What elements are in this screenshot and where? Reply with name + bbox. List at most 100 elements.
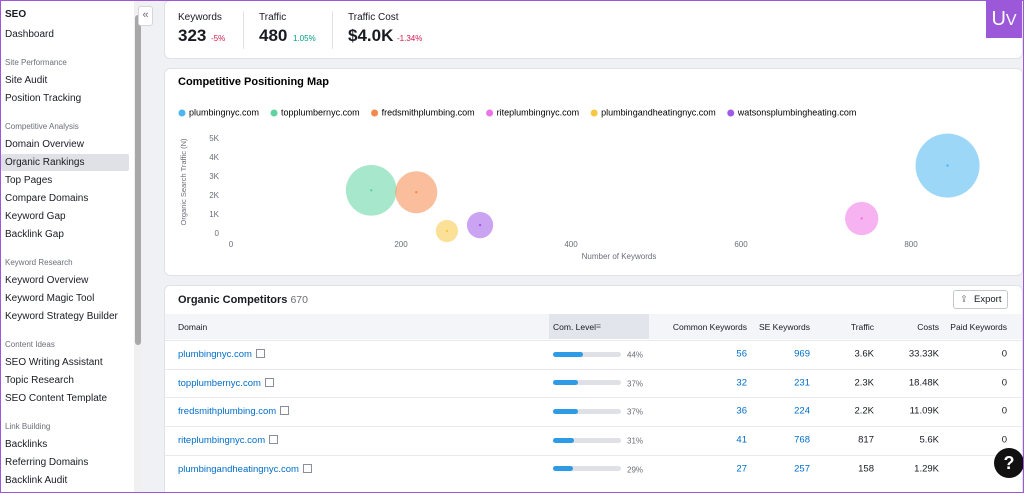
row-divider [165,397,1022,399]
nav-item[interactable]: Backlink Gap [5,229,64,240]
metric-label: Traffic Cost [348,12,399,23]
bubble-center [946,164,949,167]
x-tick-label: 0 [229,240,234,249]
bubble-center [370,189,373,192]
domain-link[interactable]: plumbingandheatingnyc.com [178,463,312,475]
collapse-button[interactable]: « [138,6,153,26]
column-header[interactable]: SE Keywords [758,322,810,332]
nav-item[interactable]: Backlinks [5,439,48,450]
nav-item[interactable]: Referring Domains [5,457,89,468]
external-icon [264,377,274,387]
nav-item[interactable]: SEO Content Template [5,393,108,404]
chart-card: Competitive Positioning Map Organic Sear… [164,68,1023,276]
domain-link[interactable]: riteplumbingnyc.com [178,434,279,447]
com-level-track [553,466,621,472]
export-button[interactable]: ⇪ Export [953,290,1008,309]
se-keywords[interactable]: 969 [794,348,810,360]
domain-text: riteplumbingnyc.com [178,435,266,447]
metric-change: -1.34% [397,34,423,43]
nav-item[interactable]: Organic Rankings [5,157,85,168]
common-keywords[interactable]: 27 [736,463,747,475]
nav-item[interactable]: Domain Overview [5,139,84,150]
se-keywords[interactable]: 768 [794,434,810,446]
legend-label: plumbingnyc.com [189,107,259,117]
column-header[interactable]: Costs [917,322,939,332]
x-tick-label: 200 [394,240,408,249]
nav-item[interactable]: Site Audit [5,75,48,86]
se-keywords[interactable]: 257 [794,463,810,475]
com-level-track [553,437,621,443]
legend-label: watsonsplumbingheating.com [737,107,857,117]
common-keywords[interactable]: 36 [736,405,747,417]
com-level-label: 29% [627,465,644,475]
domain-link[interactable]: fredsmithplumbing.com [178,405,290,417]
nav-item[interactable]: Top Pages [5,175,53,186]
com-level-bar [553,408,579,414]
common-keywords[interactable]: 56 [736,348,747,360]
external-icon [280,406,290,416]
domain-text: plumbingandheatingnyc.com [178,463,299,475]
nav-item[interactable]: Topic Research [5,375,74,386]
domain-text: plumbingnyc.com [178,349,252,360]
nav-item[interactable]: SEO Writing Assistant [5,357,103,368]
nav-item[interactable]: Backlink Audit [5,475,68,486]
column-header[interactable]: Traffic [850,322,874,332]
com-level-label: 31% [627,436,644,446]
scrollbar-thumb[interactable] [135,15,141,345]
sidebar-title: SEO [5,9,27,20]
legend-label: riteplumbingnyc.com [497,107,580,117]
y-tick-label: 3K [209,172,219,181]
bubble-center [860,217,863,220]
y-tick-label: 1K [209,210,219,219]
com-level-track [553,351,621,357]
column-header[interactable]: Paid Keywords [950,322,1007,332]
nav-item[interactable]: Compare Domains [5,193,89,204]
column-header[interactable]: Com. Level [553,322,596,332]
legend-swatch [590,109,598,117]
nav-item[interactable]: Dashboard [5,29,54,40]
com-level-label: 44% [627,350,644,360]
export-label: Export [974,294,1002,305]
nav-item[interactable]: Keyword Strategy Builder [5,311,118,322]
costs: 11.09K [909,405,939,417]
se-keywords[interactable]: 231 [794,377,810,389]
nav-item[interactable]: Keyword Overview [5,275,89,286]
domain-link[interactable]: plumbingnyc.com [178,348,265,360]
separator [243,11,244,49]
y-tick-label: 5K [209,134,219,143]
com-level-label: 37% [627,379,644,389]
nav-item[interactable]: Keyword Gap [5,211,66,222]
column-header[interactable]: Domain [178,322,208,332]
y-tick-label: 2K [209,191,219,200]
costs: 33.33K [908,348,939,360]
traffic: 158 [858,463,874,475]
costs: 5.6K [919,434,939,446]
legend-swatch [270,109,278,117]
legend-swatch [727,109,735,117]
metric-value: 323 [178,26,207,45]
nav-item[interactable]: Position Tracking [5,93,82,104]
metric-change: -5% [211,34,226,43]
column-header[interactable]: Common Keywords [672,322,747,332]
sorted-column-header[interactable] [549,314,649,339]
x-tick-label: 800 [904,240,918,249]
common-keywords[interactable]: 41 [736,434,747,446]
com-level-track [553,408,621,414]
com-level-track [553,380,621,386]
costs: 18.48K [908,377,939,389]
metric-value: $4.0K [348,26,394,45]
row-divider [165,454,1022,456]
com-level-bar [553,437,575,443]
se-keywords[interactable]: 224 [794,405,810,417]
external-icon [255,349,265,358]
legend-label: fredsmithplumbing.com [382,107,475,117]
common-keywords[interactable]: 32 [736,377,747,389]
help-button[interactable]: ? [994,448,1023,478]
legend-label: topplumbernyc.com [281,107,360,117]
domain-link[interactable]: topplumbernyc.com [178,377,274,389]
table-count: 670 [290,294,308,306]
nav-item[interactable]: Keyword Magic Tool [5,293,95,304]
x-tick-label: 400 [564,240,578,249]
